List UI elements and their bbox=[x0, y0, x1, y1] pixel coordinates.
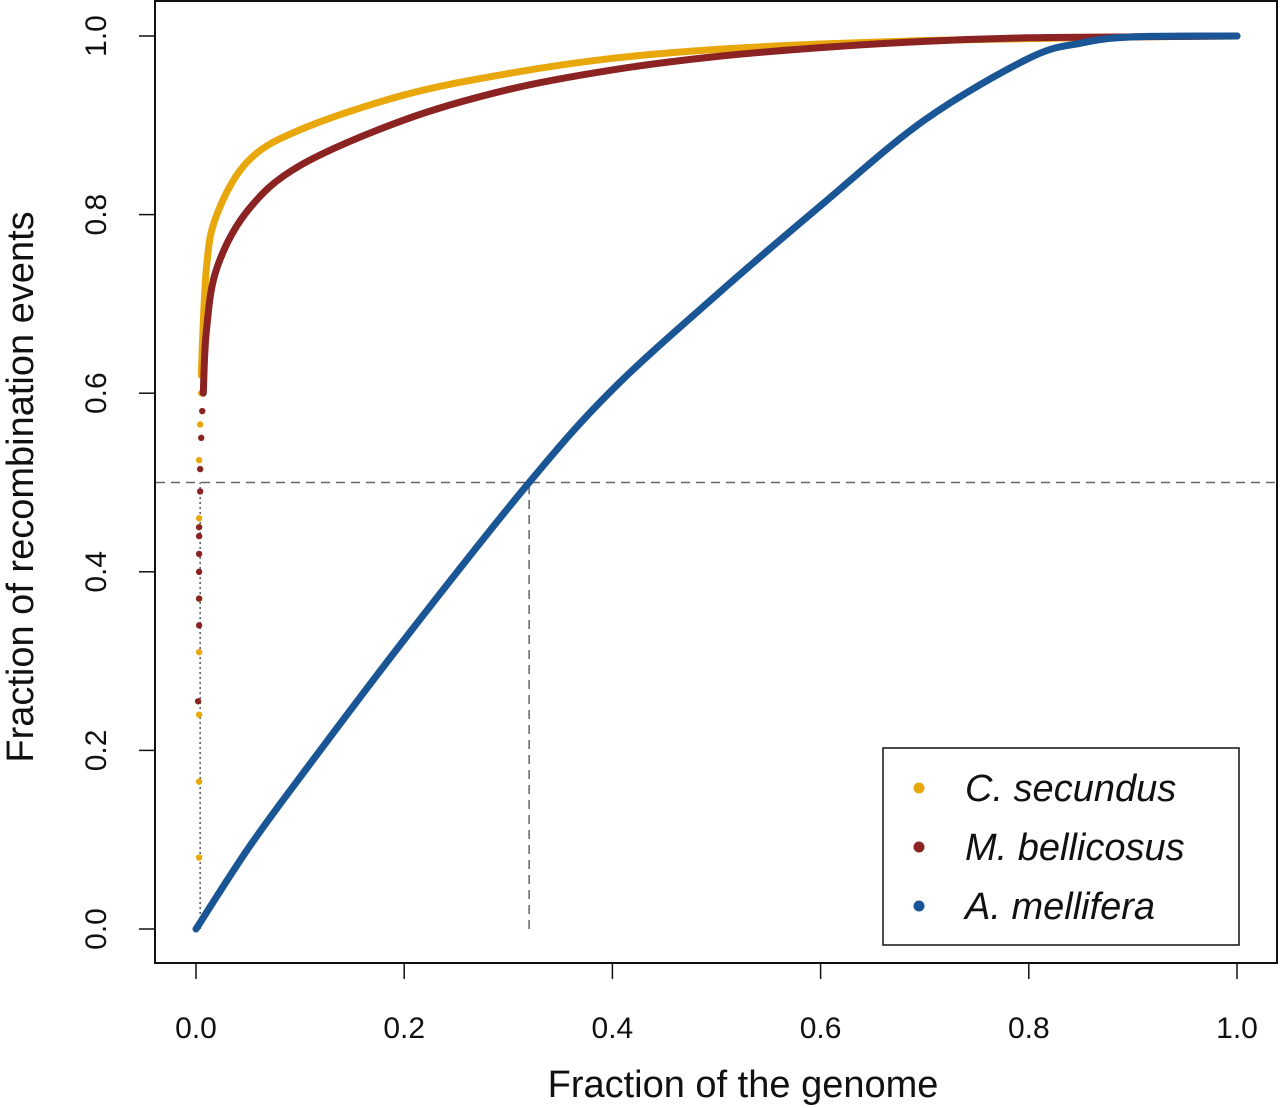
x-axis: 0.0 0.2 0.4 0.6 0.8 1.0 bbox=[175, 962, 1258, 1045]
series-curve bbox=[199, 32, 1241, 397]
series-curve bbox=[192, 32, 1241, 933]
x-tick-label: 0.8 bbox=[1008, 1012, 1050, 1045]
data-point bbox=[199, 407, 206, 415]
y-tick-label: 0.8 bbox=[80, 194, 113, 236]
data-point bbox=[195, 532, 203, 540]
series-curve bbox=[197, 32, 1241, 379]
reference-lines bbox=[156, 481, 1276, 929]
x-tick-label: 0.0 bbox=[175, 1012, 217, 1045]
legend: C. secundus M. bellicosus A. mellifera bbox=[882, 747, 1240, 946]
data-point bbox=[198, 434, 205, 442]
y-tick-label: 0.0 bbox=[80, 908, 113, 950]
data-point bbox=[195, 854, 203, 861]
y-axis: 0.0 0.2 0.4 0.6 0.8 1.0 bbox=[80, 15, 155, 950]
y-tick-label: 0.6 bbox=[80, 372, 113, 414]
legend-label: C. secundus bbox=[965, 768, 1176, 810]
legend-marker bbox=[913, 782, 925, 794]
data-point bbox=[196, 421, 204, 428]
legend-box bbox=[882, 747, 1240, 946]
y-axis-label: Fraction of recombination events bbox=[0, 211, 42, 762]
data-point bbox=[195, 550, 203, 558]
data-point bbox=[195, 648, 203, 656]
data-point bbox=[195, 778, 203, 785]
y-tick-label: 0.4 bbox=[80, 551, 113, 593]
y-tick-label: 1.0 bbox=[80, 15, 113, 57]
data-point bbox=[195, 595, 203, 602]
legend-label: M. bellicosus bbox=[965, 827, 1185, 869]
data-point bbox=[195, 515, 203, 522]
data-point bbox=[195, 523, 203, 531]
series-a-mellifera bbox=[192, 32, 1241, 933]
data-point bbox=[196, 465, 204, 473]
x-axis-label: Fraction of the genome bbox=[548, 1064, 939, 1106]
legend-label: A. mellifera bbox=[963, 886, 1155, 928]
legend-marker bbox=[913, 900, 925, 912]
x-tick-label: 0.2 bbox=[383, 1012, 425, 1045]
x-tick-label: 0.4 bbox=[592, 1012, 634, 1045]
data-point bbox=[195, 622, 203, 629]
x-tick-label: 0.6 bbox=[800, 1012, 842, 1045]
data-point bbox=[195, 711, 203, 718]
data-point bbox=[196, 488, 204, 495]
y-tick-label: 0.2 bbox=[80, 730, 113, 772]
data-point bbox=[195, 456, 203, 464]
data-point bbox=[194, 698, 202, 705]
series-layer bbox=[192, 32, 1241, 933]
series-c-secundus bbox=[195, 32, 1241, 861]
data-point bbox=[195, 568, 203, 575]
series-m-bellicosus bbox=[194, 32, 1241, 705]
x-tick-label: 1.0 bbox=[1216, 1012, 1258, 1045]
legend-marker bbox=[913, 841, 925, 853]
